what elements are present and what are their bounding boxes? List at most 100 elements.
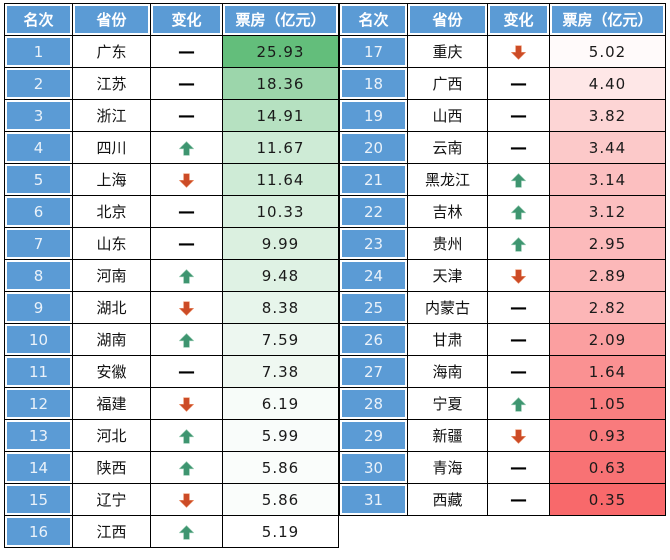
- boxoffice-cell: 3.82: [549, 99, 666, 132]
- table-row: 18 广西 — 4.40: [339, 67, 666, 100]
- up-arrow-icon: [511, 173, 526, 188]
- col-header-province: 省份: [72, 3, 151, 36]
- rank-cell: 1: [4, 35, 73, 68]
- dash-icon: —: [510, 362, 527, 382]
- province-cell: 湖南: [72, 323, 151, 356]
- change-cell: [487, 195, 550, 228]
- boxoffice-cell: 0.63: [549, 451, 666, 484]
- table-row: 3 浙江 — 14.91: [4, 99, 339, 132]
- dash-icon: —: [510, 74, 527, 94]
- province-cell: 云南: [407, 131, 488, 164]
- table-row: 15 辽宁 5.86: [4, 483, 339, 516]
- boxoffice-cell: 6.19: [222, 387, 339, 420]
- change-cell: —: [487, 67, 550, 100]
- change-cell: [487, 227, 550, 260]
- down-arrow-icon: [179, 173, 194, 188]
- province-cell: 江西: [72, 515, 151, 548]
- change-cell: [487, 35, 550, 68]
- table-row: 7 山东 — 9.99: [4, 227, 339, 260]
- rank-cell: 23: [339, 227, 408, 260]
- change-cell: —: [487, 323, 550, 356]
- rank-cell: 21: [339, 163, 408, 196]
- province-cell: 新疆: [407, 419, 488, 452]
- col-header-province: 省份: [407, 3, 488, 36]
- dash-icon: —: [178, 74, 195, 94]
- boxoffice-cell: 9.48: [222, 259, 339, 292]
- change-cell: —: [487, 355, 550, 388]
- boxoffice-cell: 14.91: [222, 99, 339, 132]
- dash-icon: —: [510, 330, 527, 350]
- dash-icon: —: [510, 298, 527, 318]
- province-cell: 山西: [407, 99, 488, 132]
- boxoffice-cell: 2.09: [549, 323, 666, 356]
- dash-icon: —: [510, 106, 527, 126]
- dash-icon: —: [510, 138, 527, 158]
- province-cell: 陕西: [72, 451, 151, 484]
- rank-cell: 18: [339, 67, 408, 100]
- province-cell: 辽宁: [72, 483, 151, 516]
- province-cell: 北京: [72, 195, 151, 228]
- down-arrow-icon: [511, 45, 526, 60]
- rank-cell: 16: [4, 515, 73, 548]
- rank-cell: 27: [339, 355, 408, 388]
- change-cell: —: [150, 67, 223, 100]
- table-row: 4 四川 11.67: [4, 131, 339, 164]
- up-arrow-icon: [511, 237, 526, 252]
- boxoffice-cell: 1.64: [549, 355, 666, 388]
- rank-cell: 11: [4, 355, 73, 388]
- col-header-change: 变化: [487, 3, 550, 36]
- boxoffice-cell: 4.40: [549, 67, 666, 100]
- change-cell: [150, 259, 223, 292]
- rank-cell: 7: [4, 227, 73, 260]
- rank-cell: 17: [339, 35, 408, 68]
- down-arrow-icon: [511, 429, 526, 444]
- change-cell: [487, 419, 550, 452]
- table-row: 14 陕西 5.86: [4, 451, 339, 484]
- province-cell: 江苏: [72, 67, 151, 100]
- up-arrow-icon: [179, 269, 194, 284]
- province-cell: 贵州: [407, 227, 488, 260]
- boxoffice-cell: 11.67: [222, 131, 339, 164]
- rank-cell: 26: [339, 323, 408, 356]
- boxoffice-cell: 8.38: [222, 291, 339, 324]
- province-cell: 宁夏: [407, 387, 488, 420]
- change-cell: —: [150, 35, 223, 68]
- table-row: 30 青海 — 0.63: [339, 451, 666, 484]
- dash-icon: —: [510, 458, 527, 478]
- rank-cell: 19: [339, 99, 408, 132]
- province-cell: 四川: [72, 131, 151, 164]
- up-arrow-icon: [511, 205, 526, 220]
- up-arrow-icon: [179, 429, 194, 444]
- table-row: 23 贵州 2.95: [339, 227, 666, 260]
- table-row: 6 北京 — 10.33: [4, 195, 339, 228]
- table-body: 17 重庆 5.02 18 广西 —4.40 19 山西 —3.82 20 云南 —3.44 21 黑龙江…: [339, 35, 666, 516]
- province-cell: 重庆: [407, 35, 488, 68]
- table-row: 25 内蒙古 — 2.82: [339, 291, 666, 324]
- province-cell: 青海: [407, 451, 488, 484]
- rank-cell: 28: [339, 387, 408, 420]
- change-cell: [150, 323, 223, 356]
- rank-cell: 31: [339, 483, 408, 516]
- table-row: 8 河南 9.48: [4, 259, 339, 292]
- boxoffice-cell: 3.14: [549, 163, 666, 196]
- up-arrow-icon: [179, 525, 194, 540]
- table-row: 22 吉林 3.12: [339, 195, 666, 228]
- boxoffice-cell: 5.02: [549, 35, 666, 68]
- boxoffice-cell: 3.12: [549, 195, 666, 228]
- boxoffice-cell: 3.44: [549, 131, 666, 164]
- rank-cell: 3: [4, 99, 73, 132]
- ranking-table-17-31: 名次 省份 变化 票房（亿元） 17 重庆 5.02 18 广西 — 4.40 19 山西 — 3.…: [339, 3, 666, 516]
- table-row: 26 甘肃 — 2.09: [339, 323, 666, 356]
- table-row: 13 河北 5.99: [4, 419, 339, 452]
- province-cell: 河南: [72, 259, 151, 292]
- rank-cell: 30: [339, 451, 408, 484]
- boxoffice-cell: 10.33: [222, 195, 339, 228]
- up-arrow-icon: [179, 333, 194, 348]
- change-cell: —: [150, 355, 223, 388]
- change-cell: —: [487, 483, 550, 516]
- header-row: 名次 省份 变化 票房（亿元）: [4, 3, 339, 36]
- province-cell: 安徽: [72, 355, 151, 388]
- change-cell: [487, 163, 550, 196]
- province-cell: 山东: [72, 227, 151, 260]
